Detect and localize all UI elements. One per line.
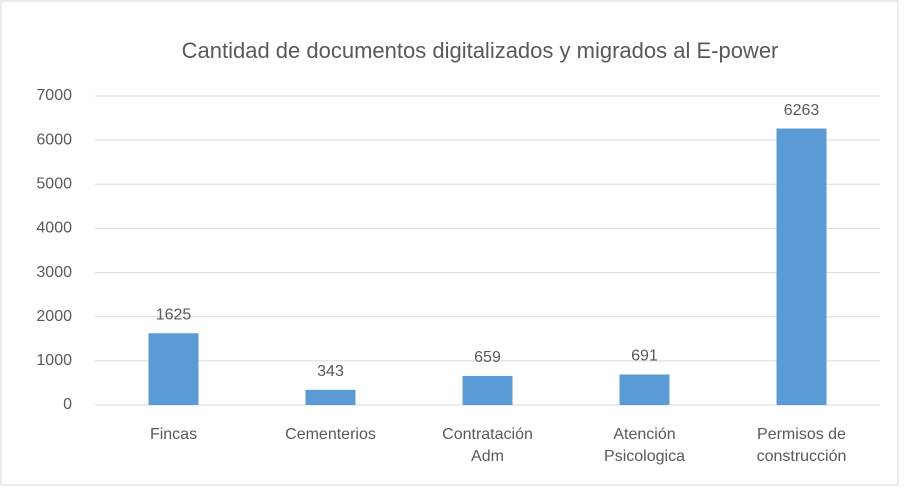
x-tick-label: Fincas [149, 426, 198, 443]
y-tick-label: 1000 [36, 352, 72, 369]
x-tick-label: Contratación Adm [442, 426, 533, 465]
bar [462, 375, 513, 405]
y-tick-label: 2000 [36, 308, 72, 325]
y-tick-label: 6000 [36, 131, 72, 148]
data-label: 6263 [784, 102, 820, 119]
y-tick-label: 0 [63, 396, 72, 413]
x-tick-label: Atención Psicologica [604, 426, 685, 465]
x-tick-label: Cementerios [285, 426, 376, 443]
bar [305, 389, 356, 405]
y-tick-label: 3000 [36, 264, 72, 281]
bar [776, 128, 827, 406]
chart-title: Cantidad de documentos digitalizados y m… [182, 38, 779, 63]
data-label: 691 [631, 348, 658, 365]
y-tick-label: 7000 [36, 87, 72, 104]
data-label: 659 [474, 349, 501, 366]
y-tick-label: 4000 [36, 220, 72, 237]
bar [148, 333, 199, 405]
data-label: 343 [317, 363, 344, 380]
y-tick-label: 5000 [36, 176, 72, 193]
data-label: 1625 [156, 306, 192, 323]
x-tick-label: Permisos de construcción [756, 426, 847, 465]
bar [619, 374, 670, 405]
